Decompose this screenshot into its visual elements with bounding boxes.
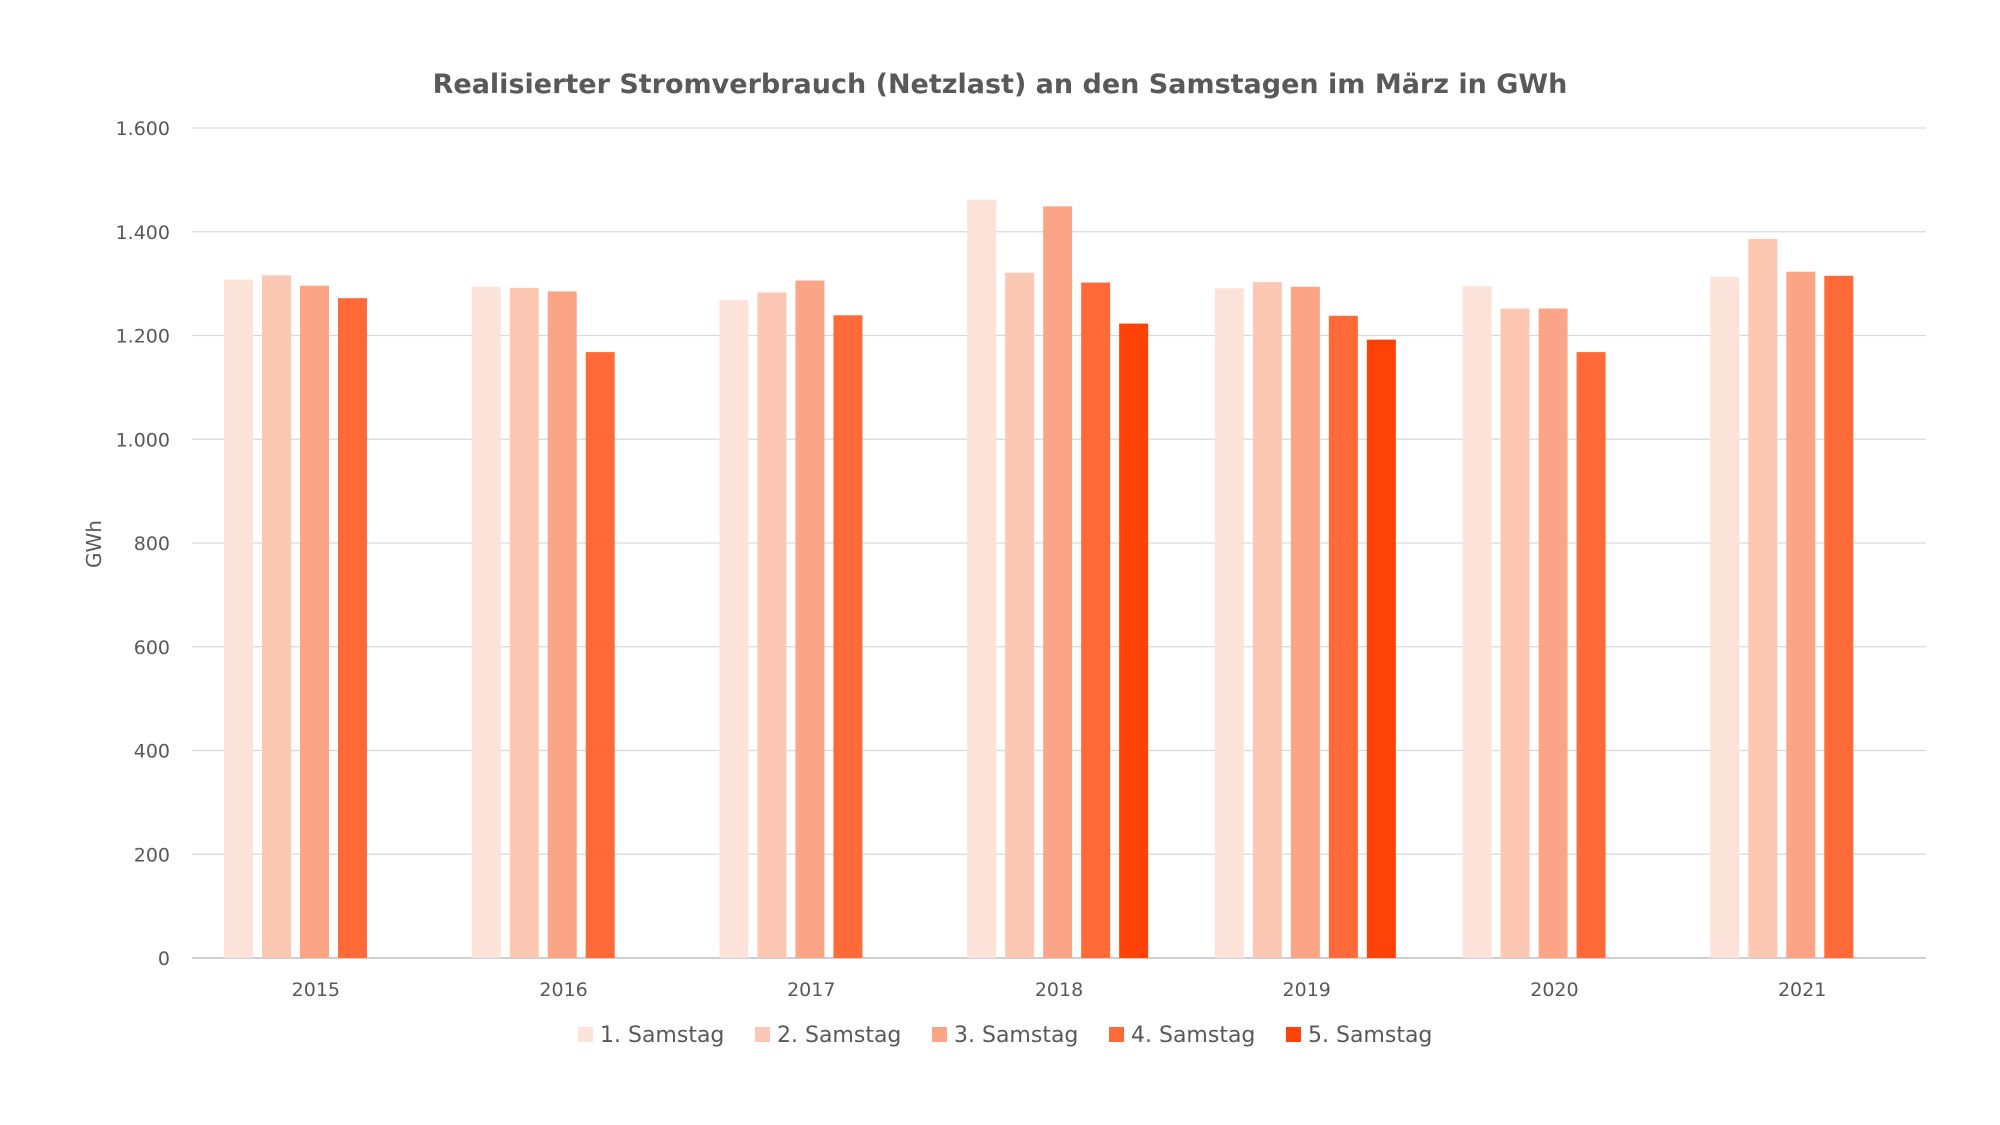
bar-2019-series-2	[1252, 282, 1282, 959]
bar-2017-series-2	[757, 292, 787, 959]
legend-label: 1. Samstag	[600, 1023, 724, 1048]
y-axis-label: GWh	[82, 520, 106, 568]
x-tick-label: 2017	[787, 979, 835, 1001]
legend-swatch	[1109, 1027, 1124, 1042]
x-tick-label: 2021	[1778, 979, 1826, 1001]
legend-label: 4. Samstag	[1131, 1023, 1255, 1048]
legend-label: 2. Samstag	[777, 1023, 901, 1048]
y-tick-label: 400	[134, 741, 170, 763]
bars	[224, 199, 1854, 959]
bar-2021-series-3	[1786, 271, 1816, 959]
bar-2018-series-5	[1119, 323, 1149, 959]
x-axis-ticks: 2015 2016 2017 2018 2019 2020 2021	[292, 979, 1827, 1001]
chart-title: Realisierter Stromverbrauch (Netzlast) a…	[433, 69, 1568, 100]
bar-2018-series-3	[1043, 206, 1073, 959]
x-tick-label: 2018	[1035, 979, 1083, 1001]
y-tick-label: 200	[134, 844, 170, 866]
y-tick-label: 1.400	[116, 222, 170, 244]
bar-2021-series-1	[1710, 276, 1740, 959]
bar-2020-series-1	[1462, 286, 1492, 958]
y-tick-label: 1.600	[116, 118, 170, 140]
bar-2018-series-2	[1005, 272, 1035, 958]
y-tick-label: 0	[158, 948, 170, 970]
y-tick-label: 1.200	[116, 326, 170, 348]
bar-2017-series-1	[719, 300, 749, 959]
bar-2019-series-3	[1290, 286, 1320, 958]
bar-2019-series-4	[1328, 315, 1358, 959]
x-tick-label: 2016	[539, 979, 587, 1001]
bar-2016-series-2	[509, 287, 539, 958]
legend-label: 5. Samstag	[1308, 1023, 1432, 1048]
legend-swatch	[1286, 1027, 1301, 1042]
legend-label: 3. Samstag	[954, 1023, 1078, 1048]
y-tick-label: 800	[134, 533, 170, 555]
bar-2020-series-2	[1500, 308, 1530, 958]
x-tick-label: 2019	[1283, 979, 1331, 1001]
bar-2019-series-1	[1214, 288, 1244, 958]
legend-swatch	[578, 1027, 593, 1042]
bar-2015-series-4	[338, 298, 367, 958]
y-tick-label: 600	[134, 637, 170, 659]
bar-2016-series-4	[585, 352, 615, 959]
bar-2020-series-3	[1538, 308, 1568, 958]
x-tick-label: 2020	[1530, 979, 1578, 1001]
y-axis-ticks: 0 200 400 600 800 1.000 1.200 1.400 1.600	[116, 118, 170, 970]
legend-swatch	[755, 1027, 770, 1042]
bar-2015-series-3	[300, 285, 329, 958]
y-tick-label: 1.000	[116, 429, 170, 451]
bar-2018-series-1	[967, 199, 997, 958]
bar-2021-series-4	[1824, 275, 1854, 958]
x-tick-label: 2015	[292, 979, 340, 1001]
bar-2018-series-4	[1081, 282, 1111, 958]
legend-swatch	[932, 1027, 947, 1042]
bar-2016-series-3	[547, 291, 577, 958]
bar-2020-series-4	[1576, 352, 1606, 959]
legend: 1. Samstag 2. Samstag 3. Samstag 4. Samstag…	[578, 1023, 1432, 1048]
bar-2015-series-1	[224, 279, 253, 959]
bar-2019-series-5	[1366, 339, 1396, 958]
bar-2015-series-2	[262, 275, 291, 958]
bar-2021-series-2	[1748, 239, 1778, 958]
bar-2017-series-4	[833, 315, 863, 958]
bar-2016-series-1	[471, 286, 501, 958]
bar-2017-series-3	[795, 280, 825, 958]
